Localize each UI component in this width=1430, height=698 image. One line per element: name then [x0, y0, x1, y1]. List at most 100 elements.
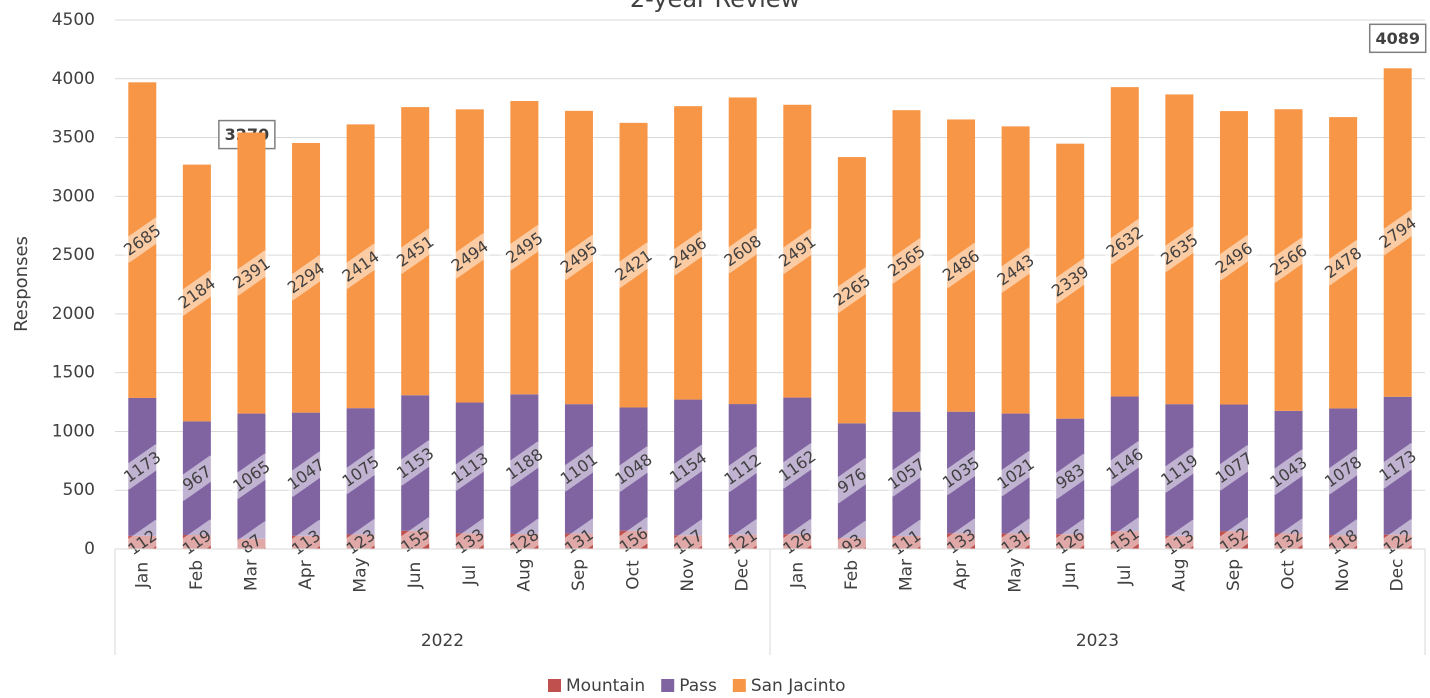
label-band — [443, 445, 496, 491]
label-band — [607, 446, 660, 492]
x-tick-label: Jul — [1115, 565, 1135, 587]
legend-label: Mountain — [566, 676, 645, 696]
label-band — [552, 234, 605, 281]
x-tick-label: Sep — [1224, 559, 1244, 591]
x-tick-label: Jun — [1060, 562, 1080, 590]
x-tick-label: Aug — [1169, 558, 1189, 591]
legend-swatch — [661, 679, 675, 692]
x-tick-label: Oct — [1279, 560, 1299, 590]
label-band — [1371, 209, 1424, 256]
x-tick-label: Nov — [1333, 558, 1353, 591]
x-tick-label: May — [351, 557, 371, 592]
y-tick-label: 0 — [84, 539, 95, 559]
label-band — [443, 233, 496, 279]
label-band — [389, 228, 442, 274]
label-band — [716, 227, 769, 274]
label-band — [1262, 518, 1315, 565]
label-band — [1153, 447, 1206, 493]
label-band — [935, 449, 988, 496]
label-band — [825, 267, 878, 313]
label-band — [1098, 517, 1151, 563]
group-label: 2023 — [1076, 631, 1119, 651]
label-band — [771, 443, 824, 489]
label-band — [1153, 519, 1206, 566]
label-band — [116, 519, 169, 566]
label-band — [1317, 448, 1370, 495]
label-band — [116, 217, 169, 263]
label-band — [880, 451, 933, 497]
x-tick-label: May — [1006, 557, 1026, 592]
x-tick-label: Jul — [460, 565, 480, 587]
label-band — [170, 455, 223, 501]
annotation-box — [1368, 23, 1427, 54]
x-tick-label: Nov — [678, 558, 698, 591]
x-tick-label: Apr — [296, 560, 316, 589]
label-band — [825, 520, 878, 567]
x-tick-label: Mar — [241, 559, 261, 591]
label-band — [334, 243, 387, 290]
data-label-group: 2184 — [170, 270, 223, 316]
label-band — [116, 444, 169, 490]
label-band — [662, 444, 715, 491]
label-band — [1262, 237, 1315, 283]
y-tick-label: 1000 — [52, 421, 95, 441]
label-band — [880, 238, 933, 284]
label-band — [389, 440, 442, 486]
label-band — [771, 518, 824, 565]
label-band — [170, 519, 223, 565]
label-band — [1371, 519, 1424, 565]
label-band — [880, 519, 933, 566]
label-band — [1262, 449, 1315, 495]
y-tick-label: 3500 — [52, 128, 95, 148]
x-tick-label: Mar — [896, 559, 916, 591]
label-band — [443, 518, 496, 564]
y-tick-label: 500 — [63, 480, 95, 500]
label-band — [389, 517, 442, 563]
label-band — [1044, 518, 1097, 565]
x-tick-label: Oct — [624, 560, 644, 590]
x-tick-label: Feb — [842, 560, 862, 590]
label-band — [1371, 442, 1424, 489]
label-band — [1098, 219, 1151, 265]
label-band — [552, 446, 605, 492]
data-label-group: 2566 — [1262, 237, 1315, 283]
y-tick-label: 4500 — [52, 10, 95, 30]
y-tick-label: 4000 — [52, 69, 95, 89]
label-band — [935, 242, 988, 289]
x-tick-label: Sep — [569, 559, 589, 591]
legend-label: San Jacinto — [751, 676, 846, 696]
y-tick-label: 3000 — [52, 186, 95, 206]
label-band — [607, 517, 660, 563]
label-band — [1207, 235, 1260, 281]
label-band — [1207, 445, 1260, 491]
label-band — [498, 441, 551, 487]
legend-swatch — [548, 679, 561, 692]
data-label-group: 126 — [1044, 518, 1097, 565]
y-tick-label: 2000 — [52, 304, 95, 324]
label-band — [989, 450, 1042, 497]
chart-title: 2-year Review — [630, 0, 800, 13]
label-band — [552, 518, 605, 565]
label-band — [989, 518, 1042, 565]
label-band — [225, 521, 278, 567]
label-band — [1317, 239, 1370, 286]
label-band — [225, 453, 278, 499]
label-band — [280, 451, 333, 497]
x-tick-label: Jan — [132, 562, 152, 589]
label-band — [280, 519, 333, 566]
label-band — [1044, 258, 1097, 304]
label-band — [662, 230, 715, 276]
label-band — [989, 247, 1042, 293]
data-label-group: 151 — [1098, 517, 1151, 563]
label-band — [1317, 519, 1370, 565]
y-tick-label: 1500 — [52, 363, 95, 383]
x-tick-label: Dec — [1388, 559, 1408, 592]
label-band — [280, 255, 333, 301]
label-band — [662, 519, 715, 565]
data-label-group: 2414 — [334, 243, 387, 290]
label-band — [225, 250, 278, 296]
x-tick-label: Aug — [514, 558, 534, 591]
label-band — [825, 457, 878, 504]
